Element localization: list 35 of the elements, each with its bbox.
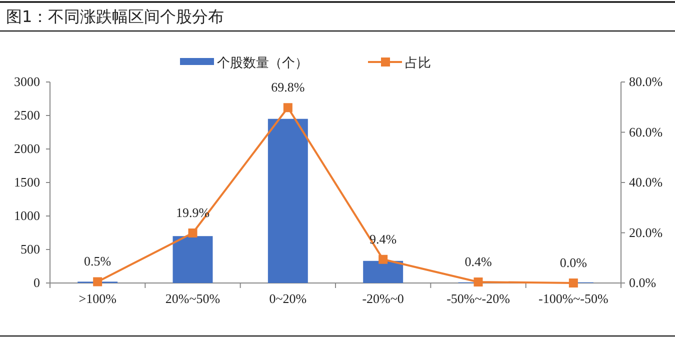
x-tick-label: >100%: [78, 291, 117, 306]
bar: [172, 236, 213, 283]
point: [378, 254, 388, 264]
bar: [363, 260, 404, 283]
y2-tick-label: 40.0%: [629, 174, 663, 190]
chart-title: 图1：不同涨跌幅区间个股分布: [6, 7, 224, 26]
legend-label: 个股数量（个）: [217, 56, 308, 71]
y-tick-label: 2000: [14, 141, 40, 156]
y2-tick-label: 60.0%: [629, 124, 663, 140]
data-label: 0.4%: [464, 254, 492, 269]
y-tick-label: 3000: [14, 74, 40, 89]
y-tick-label: 0: [34, 275, 40, 290]
y-tick-label: 1000: [14, 208, 40, 223]
y-tick-label: 500: [20, 242, 40, 256]
point: [283, 103, 292, 112]
point: [568, 278, 578, 288]
y-tick-label: 1500: [14, 174, 40, 190]
x-tick-label: -50%~-20%: [446, 291, 510, 306]
point: [188, 228, 198, 238]
data-label: 9.4%: [370, 231, 397, 246]
data-label: 69.8%: [271, 80, 305, 95]
bar: [268, 118, 308, 283]
y2-tick-label: 80.0%: [629, 74, 663, 89]
data-label: 0.0%: [560, 255, 588, 270]
x-tick-label: 20%~50%: [165, 291, 220, 306]
x-tick-label: -100%~-50%: [538, 291, 609, 306]
data-label: 0.5%: [84, 254, 112, 269]
y2-tick-label: 20.0%: [629, 224, 663, 240]
point: [93, 277, 102, 286]
y-tick-label: 2500: [14, 108, 40, 122]
y2-tick-label: 0.0%: [629, 275, 656, 290]
legend-label: 占比: [405, 56, 431, 71]
x-tick-label: 0~20%: [269, 291, 307, 306]
x-tick-label: -20%~0: [362, 291, 404, 306]
point: [474, 277, 483, 286]
